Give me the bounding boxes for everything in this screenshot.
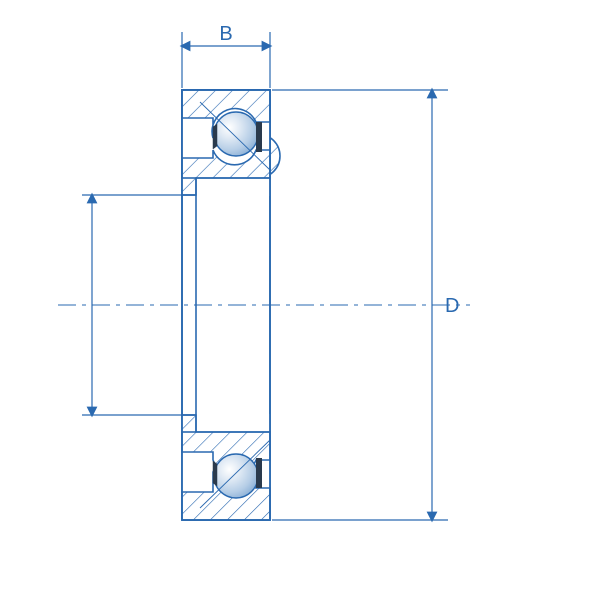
ball-top: [214, 112, 258, 156]
dimension-D-label: D: [445, 295, 459, 317]
ball-bottom: [214, 454, 258, 498]
dimension-B-label: B: [219, 23, 232, 45]
cage-bottom-left: [213, 461, 217, 486]
bearing-cross-section-diagram: B D: [0, 0, 600, 600]
cage-top-left: [213, 124, 217, 149]
cage-bottom-right: [256, 458, 262, 488]
cage-top-right: [256, 122, 262, 152]
